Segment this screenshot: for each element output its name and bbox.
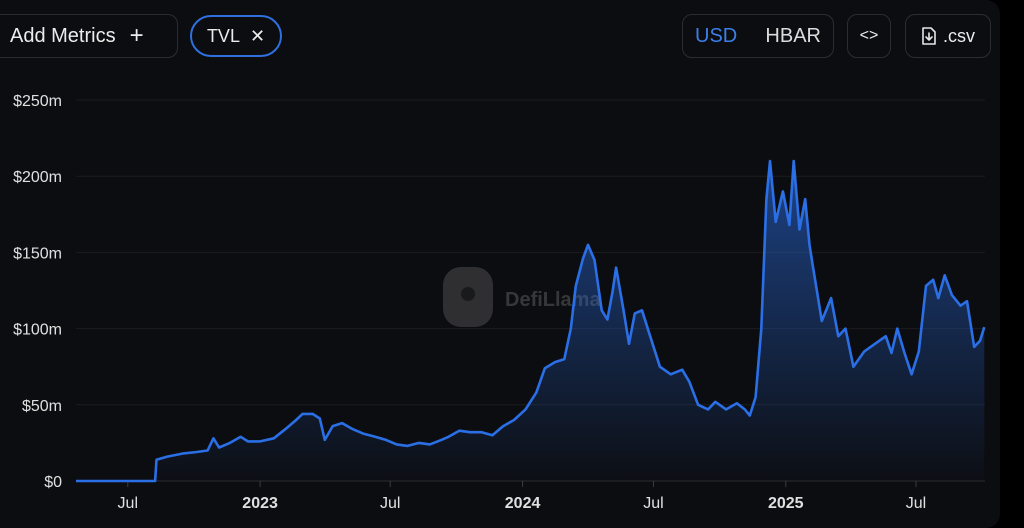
x-tick-label: Jul: [906, 495, 926, 512]
code-icon: <>: [859, 27, 879, 44]
file-download-icon: [922, 27, 936, 45]
tvl-chip-label: TVL: [206, 25, 240, 46]
y-axis: $0 $50m $100m $150m $200m $250m: [13, 93, 62, 491]
currency-option-hbar[interactable]: HBAR: [765, 24, 821, 47]
x-tick-label: Jul: [380, 495, 400, 512]
tvl-metric-chip[interactable]: TVL ✕: [190, 15, 282, 57]
x-tick-label: 2023: [242, 495, 278, 512]
x-tick-label: Jul: [643, 495, 663, 512]
x-tick-label: 2024: [505, 495, 541, 512]
x-tick-label: 2025: [768, 495, 804, 512]
currency-toggle: USD HBAR: [682, 14, 834, 58]
tvl-area: [76, 161, 985, 481]
llama-logo-icon: [443, 267, 493, 327]
tvl-series-line: [76, 159, 986, 483]
plus-icon: +: [129, 22, 144, 49]
x-axis: Jul 2023 Jul 2024 Jul 2025 Jul: [118, 481, 926, 512]
y-tick-label: $150m: [13, 245, 62, 262]
x-tick-label: Jul: [118, 495, 138, 512]
y-tick-label: $250m: [13, 93, 62, 110]
toolbar: Add Metrics + TVL ✕ USD HBAR <> .csv: [0, 0, 1000, 72]
y-tick-label: $100m: [13, 322, 62, 339]
tvl-chart: $0 $50m $100m $150m $200m $250m Jul 2023 Jul 202…: [13, 93, 986, 512]
embed-button[interactable]: <>: [847, 14, 891, 58]
add-metrics-label: Add Metrics: [10, 24, 116, 47]
y-tick-label: $0: [44, 474, 62, 491]
add-metrics-button[interactable]: Add Metrics +: [0, 14, 178, 58]
currency-option-usd[interactable]: USD: [695, 24, 738, 47]
llama-logo-eye: [461, 287, 475, 301]
csv-download-button[interactable]: .csv: [905, 14, 991, 58]
close-icon[interactable]: ✕: [249, 25, 266, 46]
y-tick-label: $50m: [22, 398, 62, 415]
y-tick-label: $200m: [13, 169, 62, 186]
csv-label: .csv: [942, 25, 975, 46]
